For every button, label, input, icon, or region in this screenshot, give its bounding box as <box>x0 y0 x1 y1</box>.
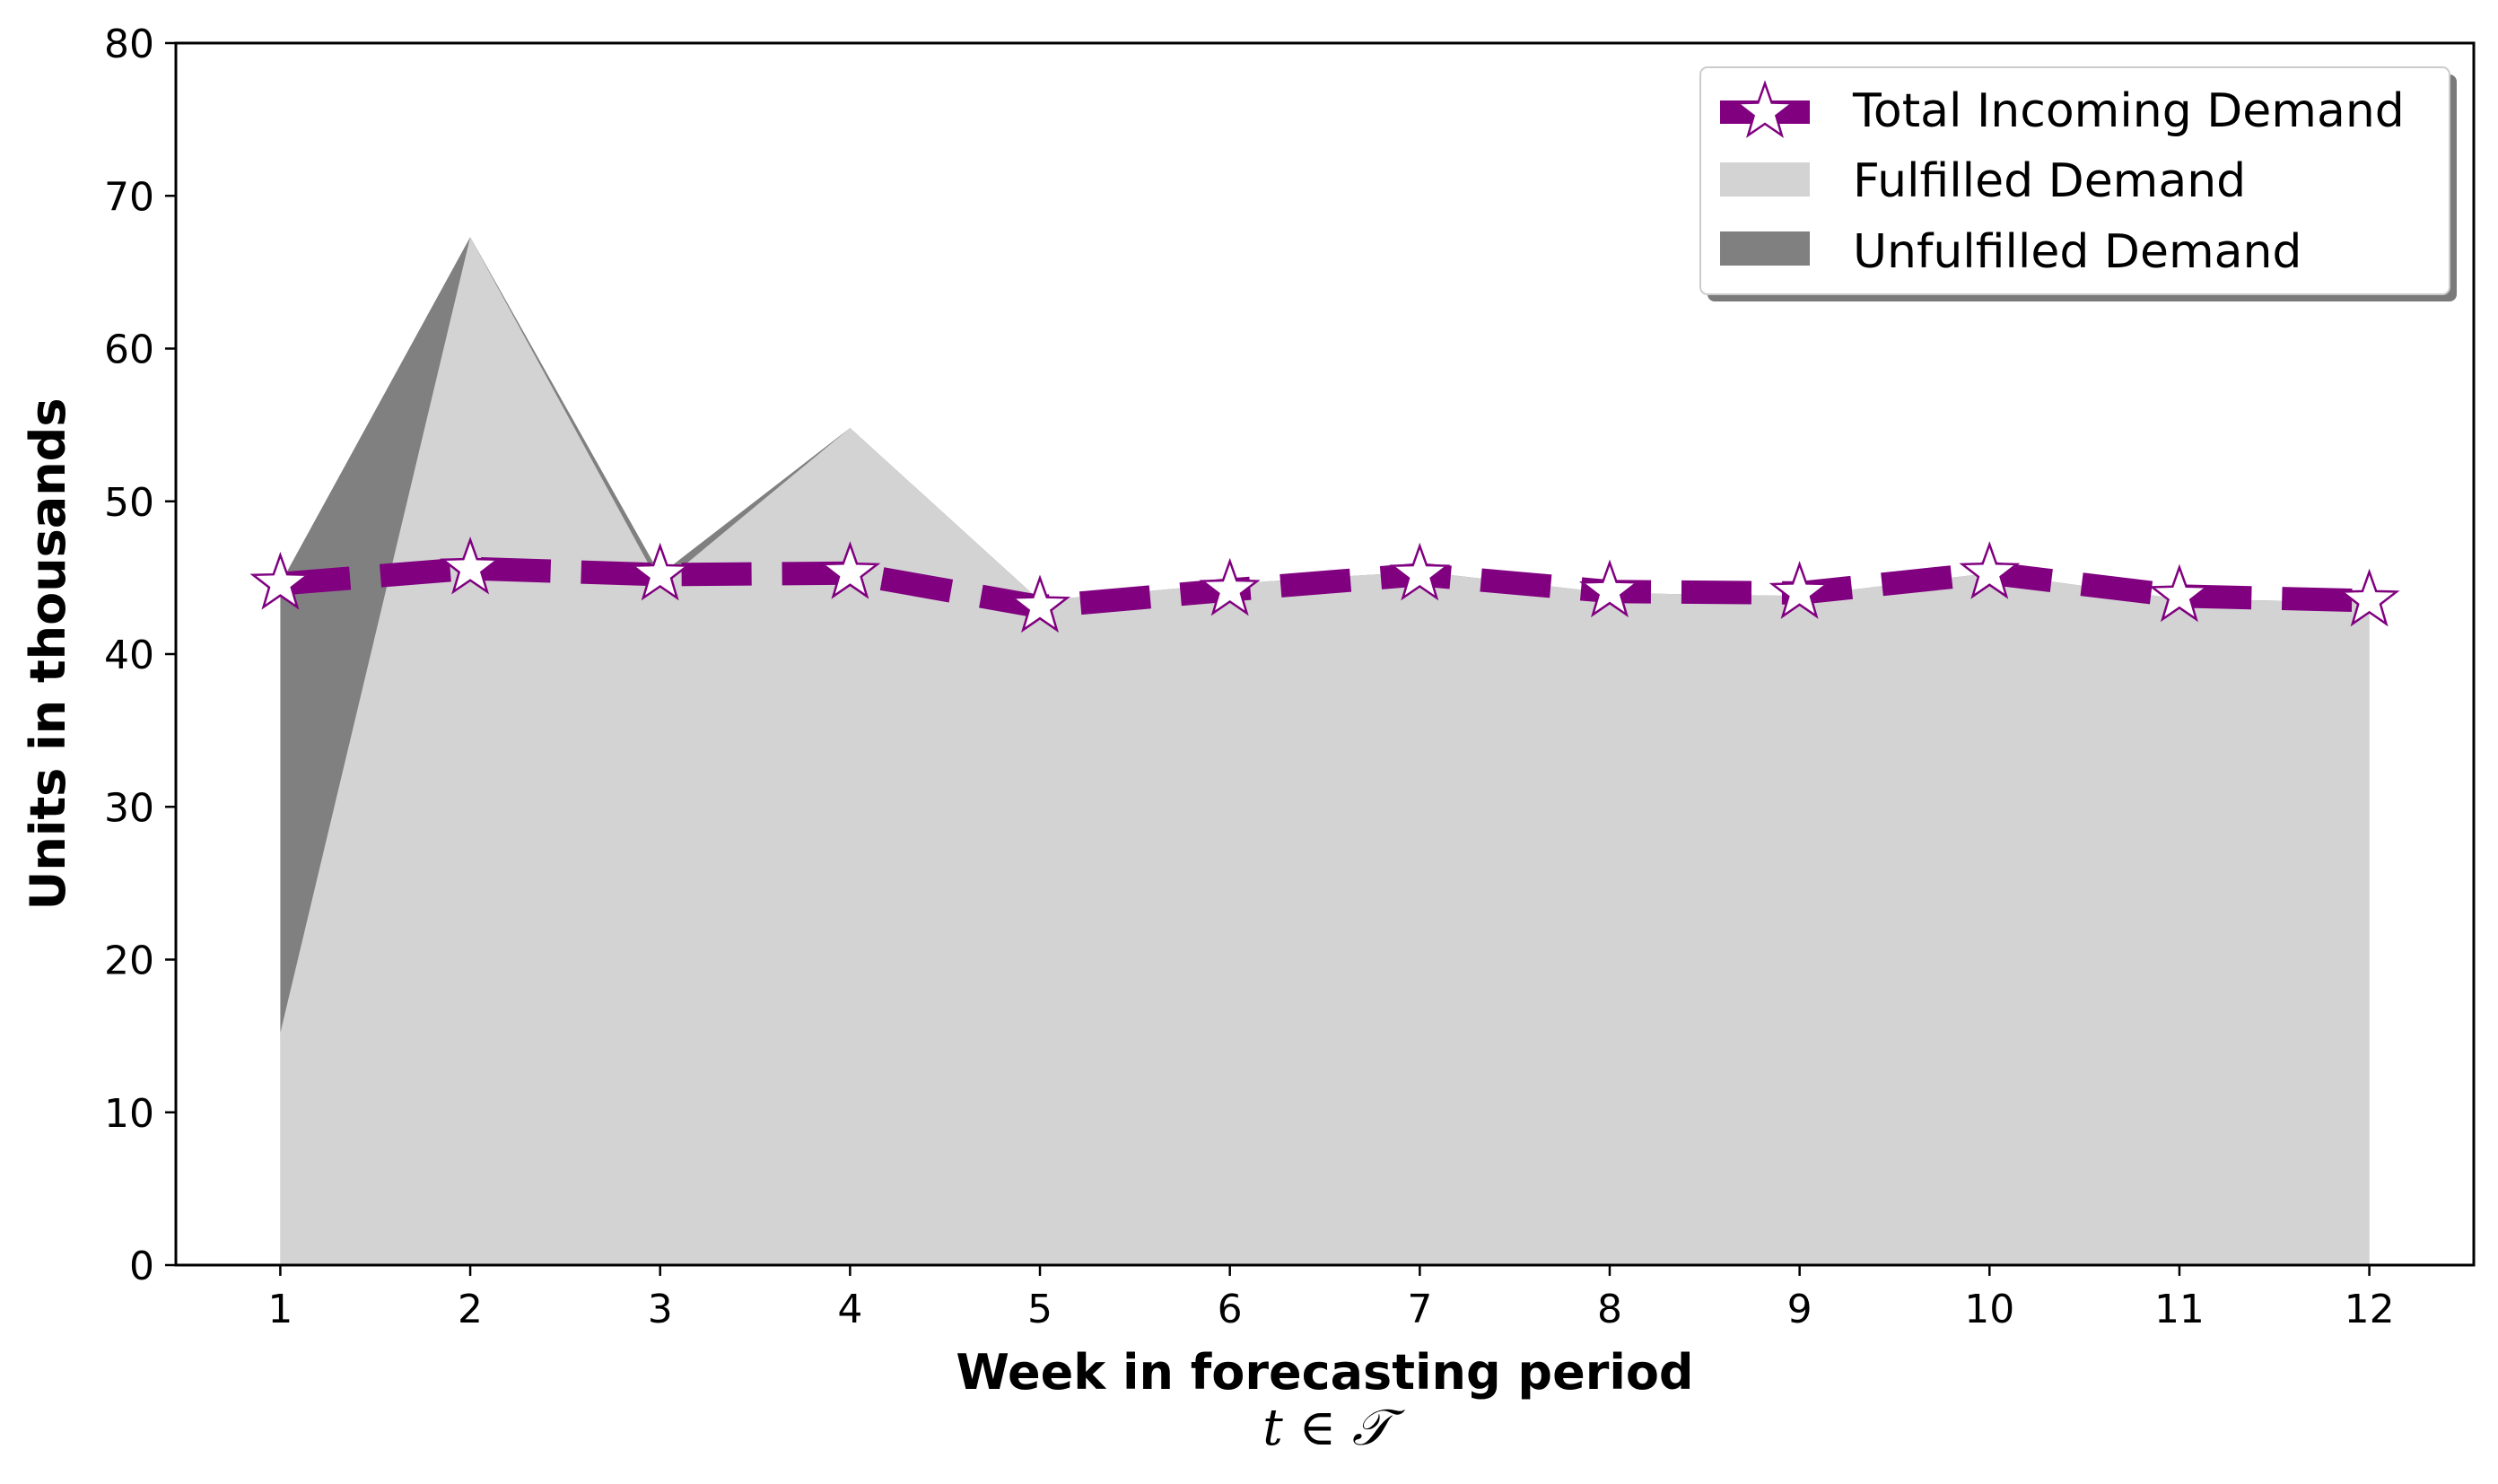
x-axis-title: Week in forecasting period <box>956 1344 1693 1401</box>
legend-label: Total Incoming Demand <box>1852 84 2405 138</box>
total-demand-point <box>1199 557 1261 616</box>
x-tick-label: 9 <box>1787 1287 1812 1332</box>
x-tick-label: 6 <box>1218 1287 1243 1332</box>
fulfilled-demand-area <box>280 237 2370 1265</box>
legend: Total Incoming Demand Fulfilled Demand Unf… <box>1699 66 2457 301</box>
x-tick-label: 7 <box>1407 1287 1432 1332</box>
area-layer <box>280 237 2370 1265</box>
total-demand-point <box>1769 561 1830 619</box>
y-tick-label: 80 <box>104 22 154 67</box>
x-tick-label: 1 <box>267 1287 293 1332</box>
y-tick-label: 10 <box>104 1091 154 1137</box>
x-tick-label: 3 <box>648 1287 673 1332</box>
total-demand-point <box>2338 568 2400 627</box>
y-tick-label: 50 <box>104 480 154 526</box>
total-demand-point <box>1578 559 1640 618</box>
total-demand-point <box>2148 563 2210 623</box>
total-demand-point <box>1959 541 2021 599</box>
x-tick-label: 4 <box>837 1287 862 1332</box>
x-tick-label: 2 <box>458 1287 483 1332</box>
y-tick-label: 60 <box>104 327 154 373</box>
line-layer <box>249 536 2400 633</box>
y-axis: 0 10 20 30 40 50 60 70 80 <box>104 22 176 1289</box>
total-demand-point <box>1009 574 1071 633</box>
legend-swatch-unfulfilled <box>1720 231 1810 266</box>
legend-swatch-star <box>1734 80 1795 138</box>
legend-label: Unfulfilled Demand <box>1853 225 2301 279</box>
x-tick-label: 12 <box>2345 1287 2395 1332</box>
total-demand-point <box>819 541 881 599</box>
total-demand-point <box>440 536 502 595</box>
x-tick-label: 11 <box>2154 1287 2205 1332</box>
x-tick-label: 8 <box>1597 1287 1622 1332</box>
y-tick-label: 70 <box>104 174 154 220</box>
x-axis: 1 2 3 4 5 6 7 8 9 10 11 12 <box>267 1265 2395 1332</box>
legend-swatch-fulfilled <box>1720 162 1810 196</box>
legend-box <box>1699 66 2450 295</box>
total-demand-point <box>249 551 311 610</box>
y-axis-title: Units in thousands <box>20 398 76 911</box>
x-axis-subtitle: t ∈ 𝒯 <box>1262 1399 1405 1457</box>
y-tick-label: 0 <box>129 1244 154 1289</box>
total-demand-point <box>1389 542 1451 601</box>
x-tick-label: 5 <box>1027 1287 1052 1332</box>
y-tick-label: 30 <box>104 785 154 831</box>
y-tick-label: 20 <box>104 938 154 984</box>
x-tick-label: 10 <box>1964 1287 2014 1332</box>
y-tick-label: 40 <box>104 633 154 678</box>
total-demand-point <box>629 542 691 601</box>
total-demand-line <box>279 556 2370 619</box>
legend-label: Fulfilled Demand <box>1853 154 2246 208</box>
